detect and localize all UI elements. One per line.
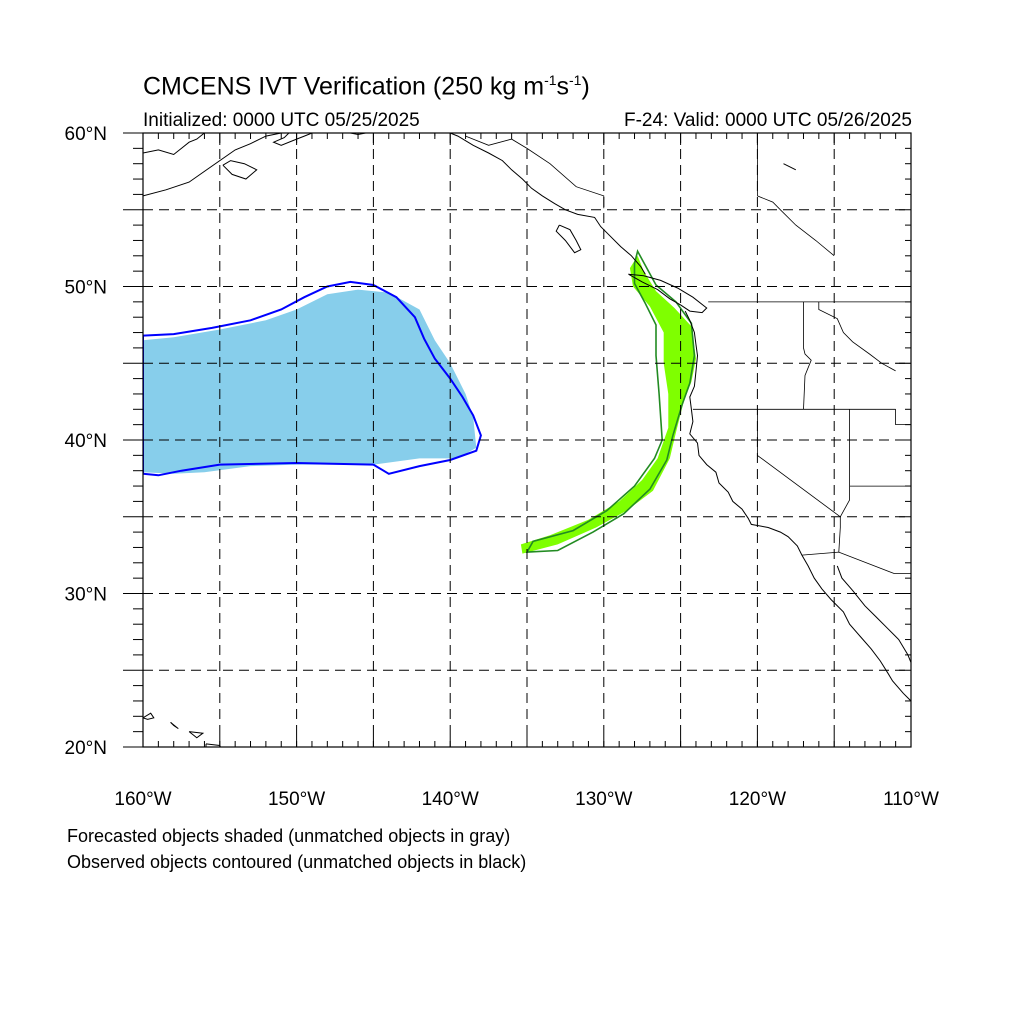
lat-label-60: 60°N xyxy=(65,124,107,145)
border-5 xyxy=(757,409,841,553)
coastline-7 xyxy=(628,273,708,314)
initialized-time: Initialized: 0000 UTC 05/25/2025 xyxy=(143,110,420,131)
lat-label-30: 30°N xyxy=(65,585,107,606)
object-1-observed-contour xyxy=(143,280,482,477)
coastline-12 xyxy=(170,722,179,730)
ticks-layer xyxy=(123,132,912,748)
coastline-6 xyxy=(555,224,582,254)
lat-label-20: 20°N xyxy=(65,738,107,759)
coastline-2 xyxy=(222,160,258,180)
lon-label-120: 120°W xyxy=(729,789,786,810)
object-1-forecast-shading xyxy=(143,289,477,474)
coastline-14 xyxy=(205,743,221,747)
coastline-0 xyxy=(143,133,282,197)
object-2-forecast-shading xyxy=(520,255,696,554)
map-title: CMCENS IVT Verification (250 kg m-1s-1) xyxy=(143,72,590,101)
lon-label-150: 150°W xyxy=(268,789,325,810)
lat-label-40: 40°N xyxy=(65,431,107,452)
border-13 xyxy=(757,195,835,257)
objects-layer xyxy=(143,249,696,554)
legend-note-observed: Observed objects contoured (unmatched ob… xyxy=(67,852,527,872)
coastline-13 xyxy=(188,731,205,739)
coastline-10 xyxy=(783,163,797,171)
border-1 xyxy=(465,135,605,209)
lat-label-50: 50°N xyxy=(65,278,107,299)
lon-label-130: 130°W xyxy=(575,789,632,810)
title-superscript-2: -1 xyxy=(569,72,582,88)
coastline-11 xyxy=(143,712,155,720)
lon-label-110: 110°W xyxy=(883,789,939,810)
lon-label-140: 140°W xyxy=(422,789,479,810)
border-9 xyxy=(895,409,911,426)
coastline-1 xyxy=(143,133,205,156)
map-frame xyxy=(142,132,912,748)
border-14 xyxy=(818,301,896,372)
border-6 xyxy=(801,551,911,574)
coastline-9 xyxy=(836,565,911,663)
border-7 xyxy=(839,409,850,517)
legend-note-forecast: Forecasted objects shaded (unmatched obj… xyxy=(67,826,511,846)
coastline-8 xyxy=(684,310,911,702)
valid-time: F-24: Valid: 0000 UTC 05/26/2025 xyxy=(624,110,912,131)
axis-labels-layer: 60°N 50°N 40°N 30°N 20°N 160°W 150°W 140°W 130°W… xyxy=(65,124,939,810)
coastline-3 xyxy=(272,133,313,146)
border-4 xyxy=(803,301,812,410)
grid-layer xyxy=(143,133,911,747)
object-2-observed-contour xyxy=(525,249,696,553)
title-superscript-1: -1 xyxy=(544,72,557,88)
lon-label-160: 160°W xyxy=(114,789,171,810)
coastline-5 xyxy=(450,133,646,275)
